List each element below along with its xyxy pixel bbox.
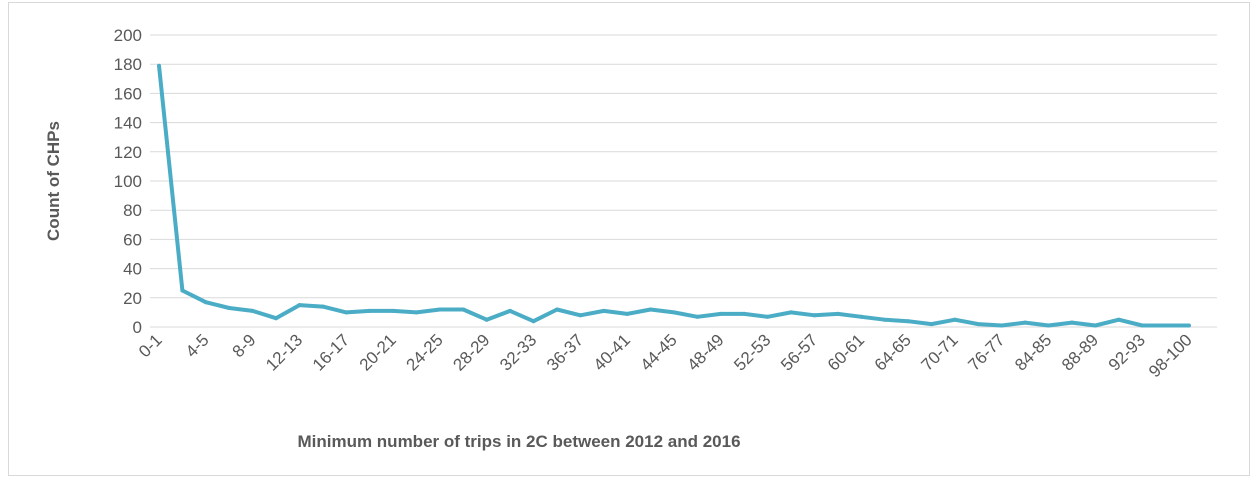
data-point — [1140, 323, 1145, 328]
data-point — [1187, 323, 1191, 328]
x-tick-label: 84-85 — [1011, 330, 1055, 374]
y-tick-label: 80 — [123, 201, 142, 220]
x-tick-label: 56-57 — [777, 330, 821, 374]
x-tick-label: 8-9 — [229, 330, 260, 361]
y-axis-tick-labels: 0 20 40 60 80 100 120 140 160 180 200 — [114, 26, 142, 337]
data-point — [1163, 323, 1168, 328]
data-point — [367, 308, 372, 313]
y-tick-label: 120 — [114, 143, 142, 162]
data-point — [1046, 323, 1051, 328]
data-point — [297, 303, 302, 308]
series-line — [157, 65, 1189, 328]
data-point — [250, 308, 255, 313]
y-tick-label: 20 — [123, 289, 142, 308]
x-tick-label: 64-65 — [871, 330, 915, 374]
data-points — [157, 63, 1191, 328]
data-point — [999, 323, 1004, 328]
data-point — [578, 313, 583, 318]
data-point — [835, 311, 840, 316]
data-point — [812, 313, 817, 318]
y-tick-label: 60 — [123, 230, 142, 249]
data-point — [1093, 323, 1098, 328]
x-tick-label: 92-93 — [1105, 330, 1149, 374]
x-tick-label: 40-41 — [590, 330, 634, 374]
gridlines — [150, 34, 1217, 328]
data-point — [976, 322, 981, 327]
data-point — [1116, 317, 1121, 322]
data-point — [906, 319, 911, 324]
x-axis-tick-labels: 0-1 4-5 8-9 12-13 16-17 20-21 24-25 28-29 32-33 3… — [135, 330, 1196, 381]
data-point — [344, 310, 349, 315]
x-tick-label: 70-71 — [918, 330, 962, 374]
x-tick-label: 60-61 — [824, 330, 868, 374]
y-tick-label: 180 — [114, 55, 142, 74]
y-tick-label: 0 — [133, 318, 142, 337]
data-point — [508, 308, 513, 313]
data-point — [742, 311, 747, 316]
x-tick-label: 44-45 — [637, 330, 681, 374]
x-tick-label: 76-77 — [964, 330, 1008, 374]
data-point — [1070, 320, 1074, 325]
chart-container: 0 20 40 60 80 100 120 140 160 180 200 0-1 4-5 8-9 12-… — [8, 2, 1250, 476]
data-point — [765, 314, 770, 319]
data-point — [555, 307, 559, 312]
data-point — [929, 322, 934, 327]
data-point — [859, 314, 864, 319]
data-point — [414, 310, 419, 315]
y-tick-label: 160 — [114, 84, 142, 103]
x-tick-label: 4-5 — [182, 330, 213, 361]
data-point — [391, 308, 396, 313]
x-tick-label: 48-49 — [683, 330, 727, 374]
data-point — [718, 311, 723, 316]
x-tick-label: 20-21 — [356, 330, 400, 374]
x-tick-label: 32-33 — [496, 330, 540, 374]
data-point — [484, 317, 489, 322]
data-point — [672, 310, 676, 315]
data-point — [437, 307, 442, 312]
data-point — [531, 319, 536, 324]
data-point — [157, 63, 161, 68]
x-tick-label: 16-17 — [309, 330, 353, 374]
data-point — [882, 317, 887, 322]
data-point — [203, 300, 208, 305]
data-point — [648, 307, 653, 312]
data-point — [789, 310, 793, 315]
data-point — [1023, 320, 1028, 325]
y-tick-label: 100 — [114, 172, 142, 191]
data-point — [625, 311, 630, 316]
x-tick-label: 52-53 — [730, 330, 774, 374]
x-tick-label: 12-13 — [262, 330, 306, 374]
x-tick-label: 36-37 — [543, 330, 587, 374]
x-tick-label: 88-89 — [1058, 330, 1102, 374]
x-tick-label: 98-100 — [1145, 330, 1196, 381]
data-point — [952, 317, 957, 322]
y-axis-title: Count of CHPs — [44, 121, 63, 241]
x-tick-label: 24-25 — [403, 330, 447, 374]
data-point — [180, 288, 185, 293]
x-axis-title: Minimum number of trips in 2C between 20… — [297, 432, 740, 451]
y-tick-label: 40 — [123, 260, 142, 279]
data-point — [601, 308, 606, 313]
data-point — [274, 316, 278, 321]
data-point — [227, 306, 232, 310]
data-point — [320, 304, 325, 309]
data-point — [695, 314, 700, 319]
data-point — [461, 307, 466, 312]
x-tick-label: 28-29 — [449, 330, 493, 374]
y-tick-label: 140 — [114, 114, 142, 133]
y-tick-label: 200 — [114, 26, 142, 45]
